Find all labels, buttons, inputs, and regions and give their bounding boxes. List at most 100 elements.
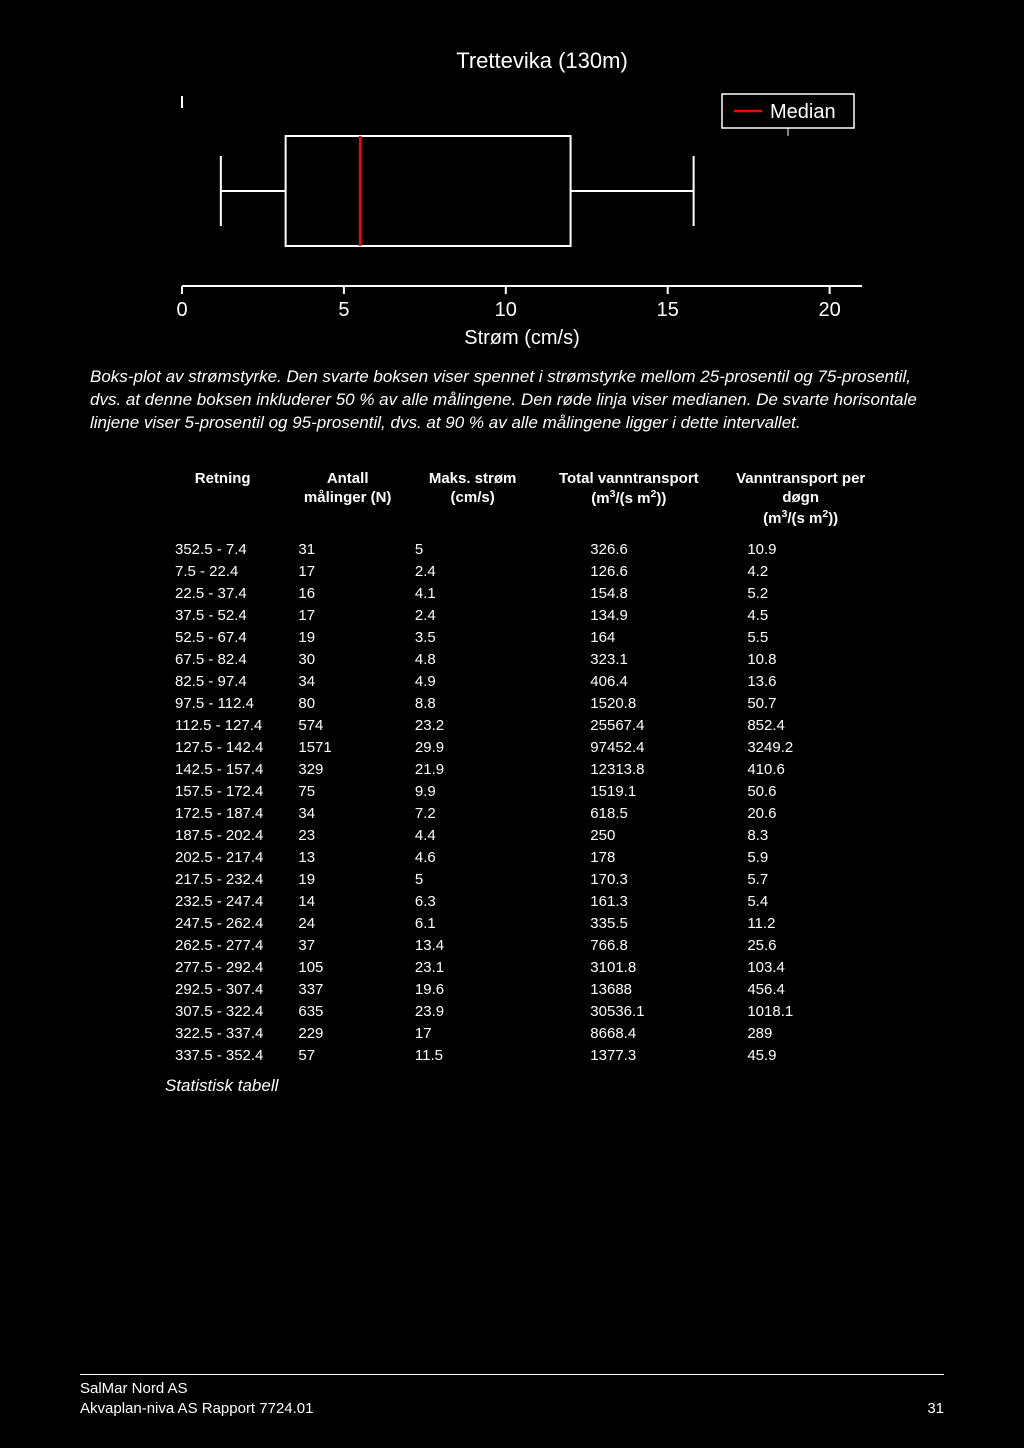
table-cell: 82.5 - 97.4 — [155, 670, 290, 692]
table-cell: 30536.1 — [540, 1000, 717, 1022]
table-cell: 250 — [540, 824, 717, 846]
table-row: 7.5 - 22.4172.4126.64.2 — [155, 560, 884, 582]
table-cell: 178 — [540, 846, 717, 868]
table-cell: 326.6 — [540, 538, 717, 560]
table-cell: 52.5 - 67.4 — [155, 626, 290, 648]
table-cell: 5 — [405, 538, 540, 560]
table-cell: 161.3 — [540, 890, 717, 912]
table-cell: 852.4 — [717, 714, 884, 736]
table-cell: 2.4 — [405, 560, 540, 582]
statistics-table: RetningAntall målinger (N)Maks. strøm(cm… — [155, 465, 884, 1097]
table-cell: 8668.4 — [540, 1022, 717, 1044]
table-caption: Statistisk tabell — [165, 1076, 884, 1096]
chart-caption: Boks-plot av strømstyrke. Den svarte bok… — [90, 366, 934, 435]
table-cell: 1571 — [290, 736, 405, 758]
table-cell: 10.9 — [717, 538, 884, 560]
table-row: 142.5 - 157.432921.912313.8410.6 — [155, 758, 884, 780]
table-row: 202.5 - 217.4134.61785.9 — [155, 846, 884, 868]
table-cell: 5.7 — [717, 868, 884, 890]
table-cell: 3249.2 — [717, 736, 884, 758]
table-cell: 14 — [290, 890, 405, 912]
table-cell: 635 — [290, 1000, 405, 1022]
table-cell: 6.1 — [405, 912, 540, 934]
table-cell: 4.4 — [405, 824, 540, 846]
table-cell: 456.4 — [717, 978, 884, 1000]
table-header: Antall målinger (N) — [290, 465, 405, 539]
table-cell: 25.6 — [717, 934, 884, 956]
table-row: 322.5 - 337.4229178668.4289 — [155, 1022, 884, 1044]
table-cell: 5.2 — [717, 582, 884, 604]
table-cell: 172.5 - 187.4 — [155, 802, 290, 824]
table-row: 112.5 - 127.457423.225567.4852.4 — [155, 714, 884, 736]
table-cell: 142.5 - 157.4 — [155, 758, 290, 780]
table-cell: 262.5 - 277.4 — [155, 934, 290, 956]
table-cell: 247.5 - 262.4 — [155, 912, 290, 934]
table-cell: 202.5 - 217.4 — [155, 846, 290, 868]
table-cell: 157.5 - 172.4 — [155, 780, 290, 802]
table-cell: 23 — [290, 824, 405, 846]
svg-text:0: 0 — [176, 299, 187, 321]
svg-text:Strøm (cm/s): Strøm (cm/s) — [464, 327, 580, 349]
table-row: 22.5 - 37.4164.1154.85.2 — [155, 582, 884, 604]
table-cell: 766.8 — [540, 934, 717, 956]
svg-text:5: 5 — [338, 299, 349, 321]
table-cell: 154.8 — [540, 582, 717, 604]
table-row: 187.5 - 202.4234.42508.3 — [155, 824, 884, 846]
table-cell: 618.5 — [540, 802, 717, 824]
table-cell: 37 — [290, 934, 405, 956]
table-cell: 5.5 — [717, 626, 884, 648]
table-cell: 12313.8 — [540, 758, 717, 780]
table-cell: 13 — [290, 846, 405, 868]
table-row: 37.5 - 52.4172.4134.94.5 — [155, 604, 884, 626]
table-cell: 1377.3 — [540, 1044, 717, 1066]
table-cell: 307.5 - 322.4 — [155, 1000, 290, 1022]
table-cell: 335.5 — [540, 912, 717, 934]
table-cell: 103.4 — [717, 956, 884, 978]
table-row: 127.5 - 142.4157129.997452.43249.2 — [155, 736, 884, 758]
table-cell: 11.5 — [405, 1044, 540, 1066]
table-cell: 292.5 - 307.4 — [155, 978, 290, 1000]
table-cell: 21.9 — [405, 758, 540, 780]
table-row: 292.5 - 307.433719.613688456.4 — [155, 978, 884, 1000]
table-cell: 232.5 - 247.4 — [155, 890, 290, 912]
page-footer: SalMar Nord AS Akvaplan-niva AS Rapport … — [80, 1374, 944, 1418]
table-cell: 11.2 — [717, 912, 884, 934]
table-cell: 7.5 - 22.4 — [155, 560, 290, 582]
table-cell: 8.3 — [717, 824, 884, 846]
table-cell: 45.9 — [717, 1044, 884, 1066]
table-cell: 574 — [290, 714, 405, 736]
table-cell: 187.5 - 202.4 — [155, 824, 290, 846]
table-cell: 7.2 — [405, 802, 540, 824]
table-cell: 5 — [405, 868, 540, 890]
table-row: 247.5 - 262.4246.1335.511.2 — [155, 912, 884, 934]
table-cell: 112.5 - 127.4 — [155, 714, 290, 736]
table-cell: 4.5 — [717, 604, 884, 626]
table-cell: 337 — [290, 978, 405, 1000]
table-row: 307.5 - 322.463523.930536.11018.1 — [155, 1000, 884, 1022]
table-header: Maks. strøm(cm/s) — [405, 465, 540, 539]
table-cell: 337.5 - 352.4 — [155, 1044, 290, 1066]
table-row: 232.5 - 247.4146.3161.35.4 — [155, 890, 884, 912]
table-cell: 17 — [290, 560, 405, 582]
table-cell: 25567.4 — [540, 714, 717, 736]
table-cell: 5.4 — [717, 890, 884, 912]
table-cell: 23.9 — [405, 1000, 540, 1022]
table-cell: 97.5 - 112.4 — [155, 692, 290, 714]
table-cell: 217.5 - 232.4 — [155, 868, 290, 890]
table-cell: 229 — [290, 1022, 405, 1044]
table-cell: 105 — [290, 956, 405, 978]
table-row: 352.5 - 7.4315326.610.9 — [155, 538, 884, 560]
table-cell: 126.6 — [540, 560, 717, 582]
table-cell: 1018.1 — [717, 1000, 884, 1022]
table-cell: 24 — [290, 912, 405, 934]
table-cell: 17 — [290, 604, 405, 626]
table-cell: 29.9 — [405, 736, 540, 758]
table-header: Retning — [155, 465, 290, 539]
table-cell: 4.1 — [405, 582, 540, 604]
table-cell: 57 — [290, 1044, 405, 1066]
table-cell: 75 — [290, 780, 405, 802]
table-header: Total vanntransport(m3/(s m2)) — [540, 465, 717, 539]
table-cell: 9.9 — [405, 780, 540, 802]
table-cell: 19.6 — [405, 978, 540, 1000]
table-cell: 5.9 — [717, 846, 884, 868]
